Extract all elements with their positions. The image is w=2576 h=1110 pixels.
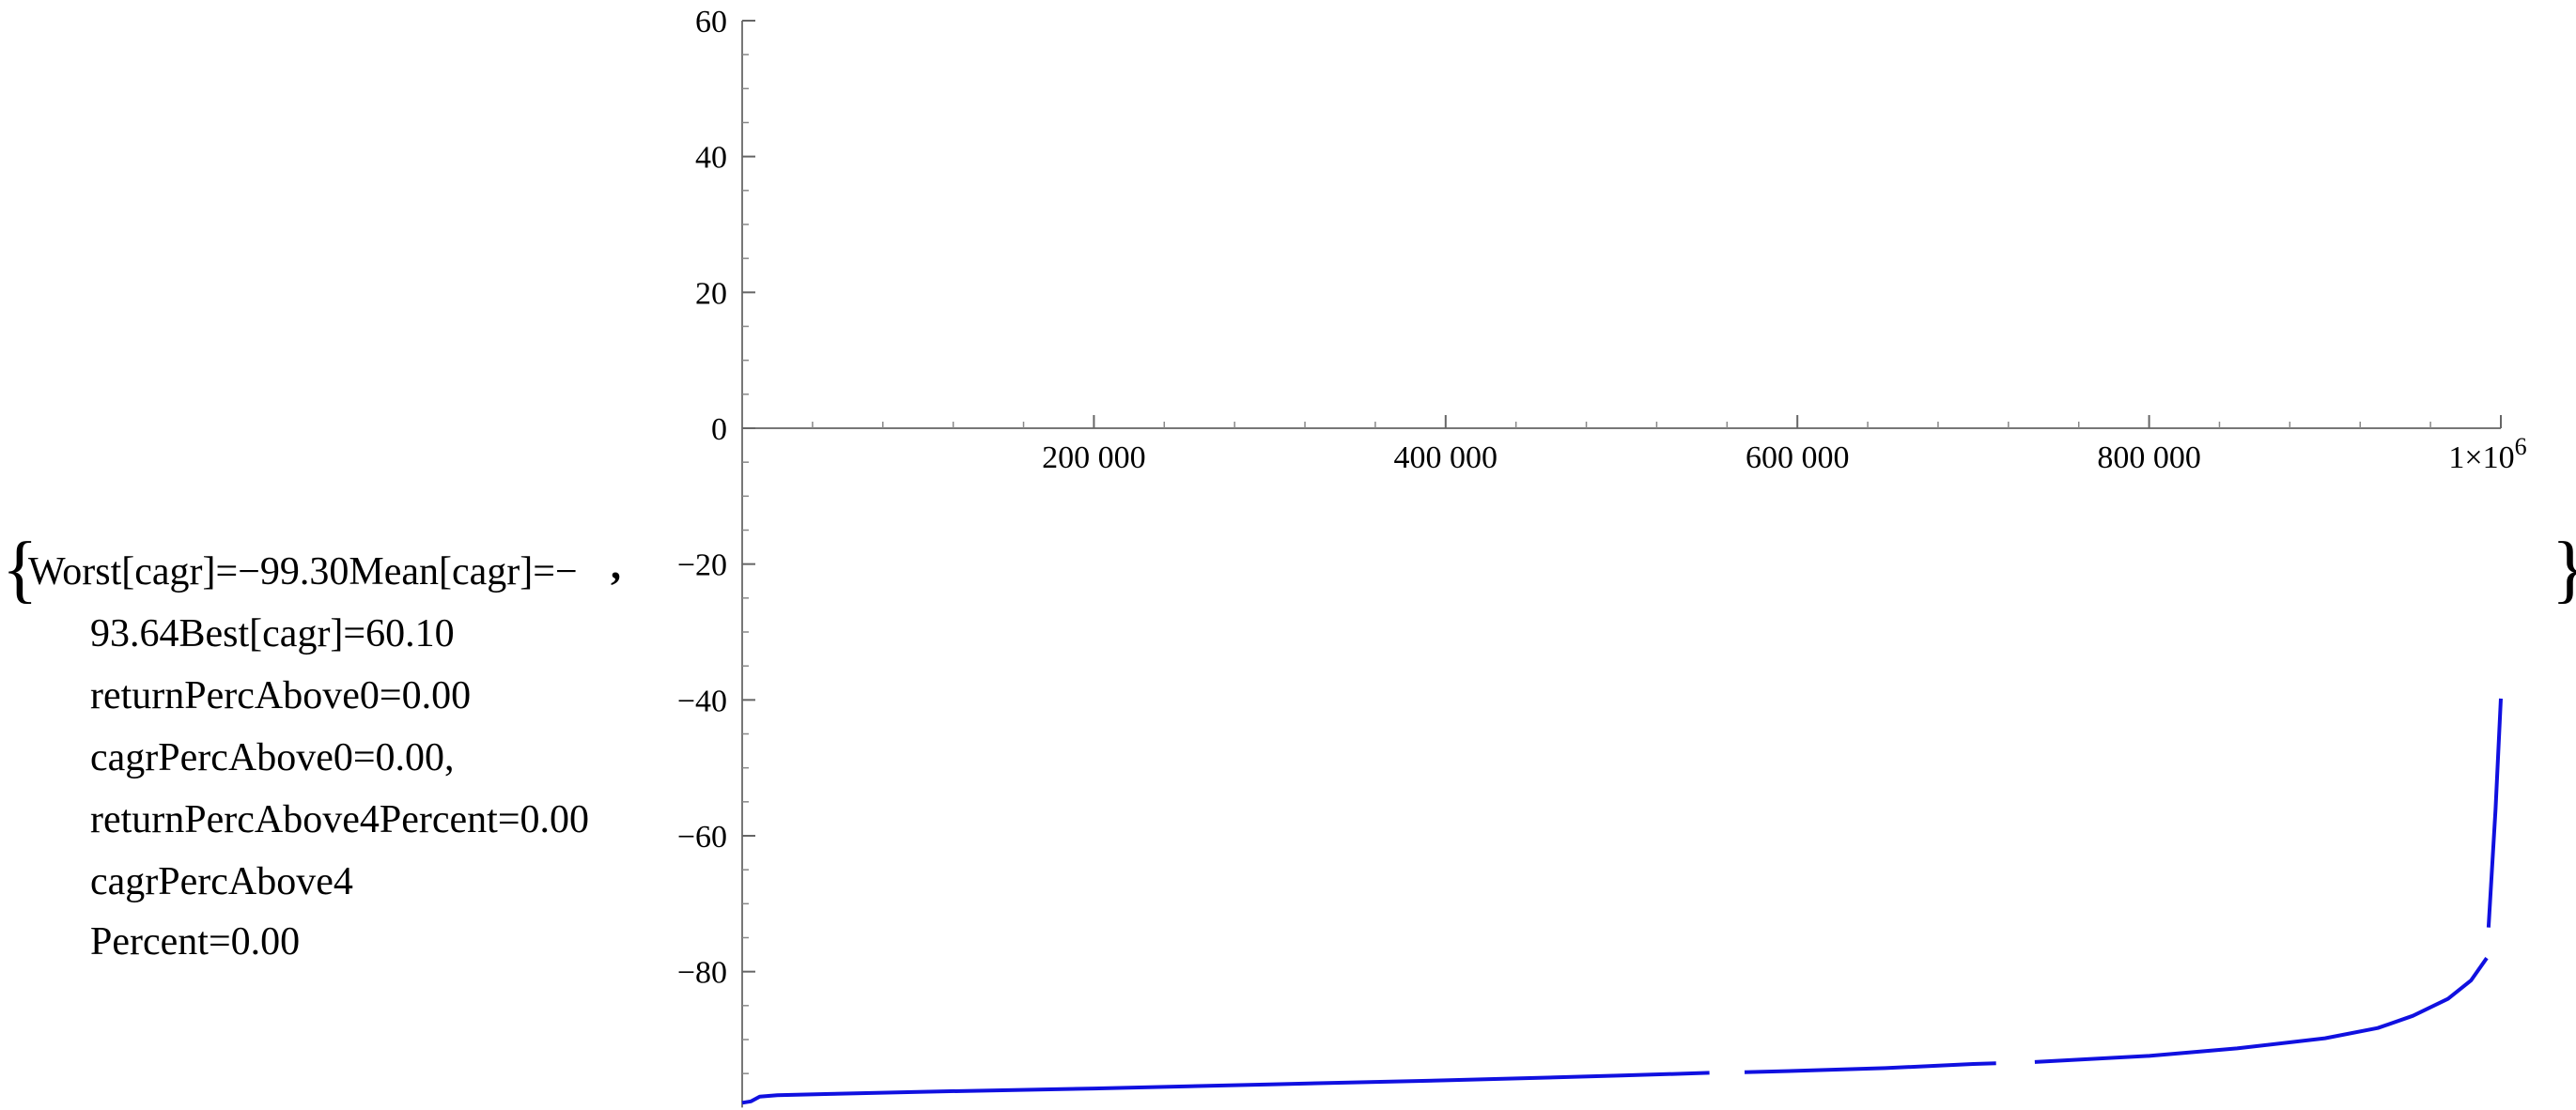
y-tick-label: 0 xyxy=(711,412,727,447)
stat-comma: , xyxy=(611,542,621,588)
stat-line-percent: Percent=0.00 xyxy=(90,920,301,964)
stat-line-worst-mean: Worst[cagr]=−99.30Mean[cagr]=− xyxy=(28,550,578,594)
stat-line-mean-best: 93.64Best[cagr]=60.10 xyxy=(90,612,455,655)
y-tick-label: −20 xyxy=(677,548,727,583)
series-line xyxy=(741,698,2503,1105)
x-tick-label: 400 000 xyxy=(1394,440,1498,475)
y-tick-label: 20 xyxy=(695,276,727,311)
x-tick-label: 800 000 xyxy=(2097,440,2201,475)
series-segment xyxy=(1744,1061,1996,1074)
y-tick-label: 40 xyxy=(695,141,727,176)
close-brace: } xyxy=(2552,532,2576,607)
x-tick-label: 1×106 xyxy=(2448,433,2526,475)
stat-line-cagr-above4: cagrPercAbove4 xyxy=(90,860,353,903)
y-tick-label: 60 xyxy=(695,5,727,39)
y-tick-label: −60 xyxy=(677,820,727,855)
stat-line-return-above0: returnPercAbove0=0.00 xyxy=(90,674,472,717)
series-segment xyxy=(2486,698,2503,928)
open-brace: { xyxy=(2,528,39,610)
axes xyxy=(741,21,2501,1108)
series-segment xyxy=(2034,957,2489,1064)
series-segment xyxy=(741,1071,1710,1105)
y-tick-label: −40 xyxy=(677,684,727,718)
y-tick-label: −80 xyxy=(677,956,727,991)
tick-labels: 60 40 20 0 −20 −40 −60 −80 200 000 400 000 600 000… xyxy=(677,5,2527,991)
x-tick-label: 600 000 xyxy=(1746,440,1850,475)
x-tick-exponent: 6 xyxy=(2515,433,2527,460)
stat-line-cagr-above0: cagrPercAbove0=0.00, xyxy=(90,736,455,779)
tick-marks xyxy=(742,20,2502,1074)
x-tick-label: 200 000 xyxy=(1042,440,1146,475)
stat-line-return-above4: returnPercAbove4Percent=0.00 xyxy=(90,798,590,841)
